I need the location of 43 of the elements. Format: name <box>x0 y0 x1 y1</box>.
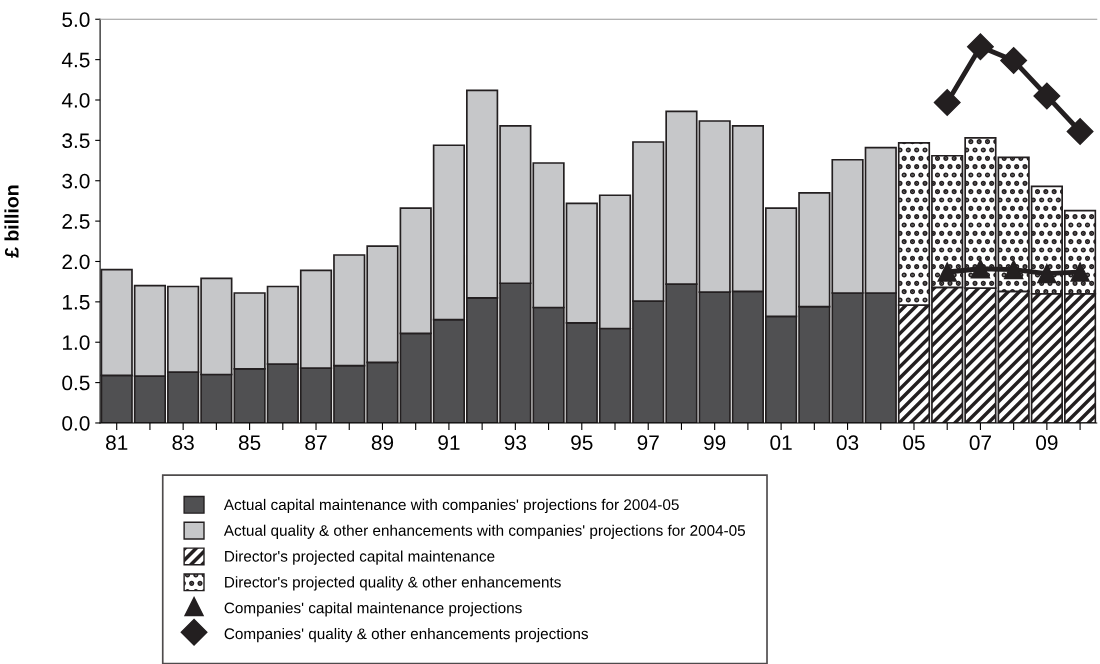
x-tick-label: 05 <box>903 435 925 451</box>
point <box>966 33 994 61</box>
x-tick-label: 01 <box>770 435 792 451</box>
x-tick-label: 85 <box>238 435 261 451</box>
x-tick-label: 99 <box>704 435 726 451</box>
point <box>1070 262 1090 282</box>
y-tick-label: 3.5 <box>62 133 90 149</box>
x-tick-label: 95 <box>571 435 593 451</box>
point <box>1000 46 1028 74</box>
y-tick-label: 1.0 <box>63 335 90 350</box>
point <box>1066 118 1094 145</box>
x-tick-label: 87 <box>305 435 327 451</box>
legend-label: Director's projected capital maintenance <box>225 550 495 565</box>
point <box>1033 82 1061 110</box>
y-tick-label: 5.0 <box>62 12 90 28</box>
x-tick-label: 07 <box>969 435 991 451</box>
x-tick-label: 89 <box>371 435 394 451</box>
legend-label: Actual capital maintenance with companies' projections for 2004-05 <box>223 498 679 514</box>
legend-label: Actual quality & other enhancements with companies' projections for 2004-05 <box>223 524 746 539</box>
point <box>933 88 961 116</box>
x-tick-label: 09 <box>1036 435 1058 451</box>
x-tick-label: 03 <box>836 435 859 451</box>
legend-label: Director's projected quality & other enhancements <box>225 576 561 591</box>
y-tick-label: 1.5 <box>63 295 90 310</box>
legend-label: Companies' quality & other enhancements projections <box>224 627 588 643</box>
point <box>937 262 957 282</box>
y-tick-label: 0.0 <box>62 415 90 431</box>
x-tick-label: 97 <box>637 435 659 451</box>
legend-label: Companies' capital maintenance projections <box>224 602 522 617</box>
x-tick-label: 83 <box>172 435 194 451</box>
y-tick-label: 4.0 <box>61 93 90 108</box>
y-tick-label: 0.5 <box>62 375 90 391</box>
y-tick-label: 2.0 <box>62 254 90 270</box>
y-axis-title: £ billion <box>4 185 19 258</box>
y-tick-label: 3.0 <box>62 173 90 189</box>
point <box>970 259 991 279</box>
x-tick-label: 91 <box>438 435 460 451</box>
y-tick-label: 4.5 <box>61 52 90 68</box>
x-tick-label: 81 <box>106 435 128 451</box>
point <box>1003 259 1024 280</box>
point <box>1037 263 1057 284</box>
x-tick-label: 93 <box>504 435 527 451</box>
y-tick-label: 2.5 <box>62 214 90 229</box>
